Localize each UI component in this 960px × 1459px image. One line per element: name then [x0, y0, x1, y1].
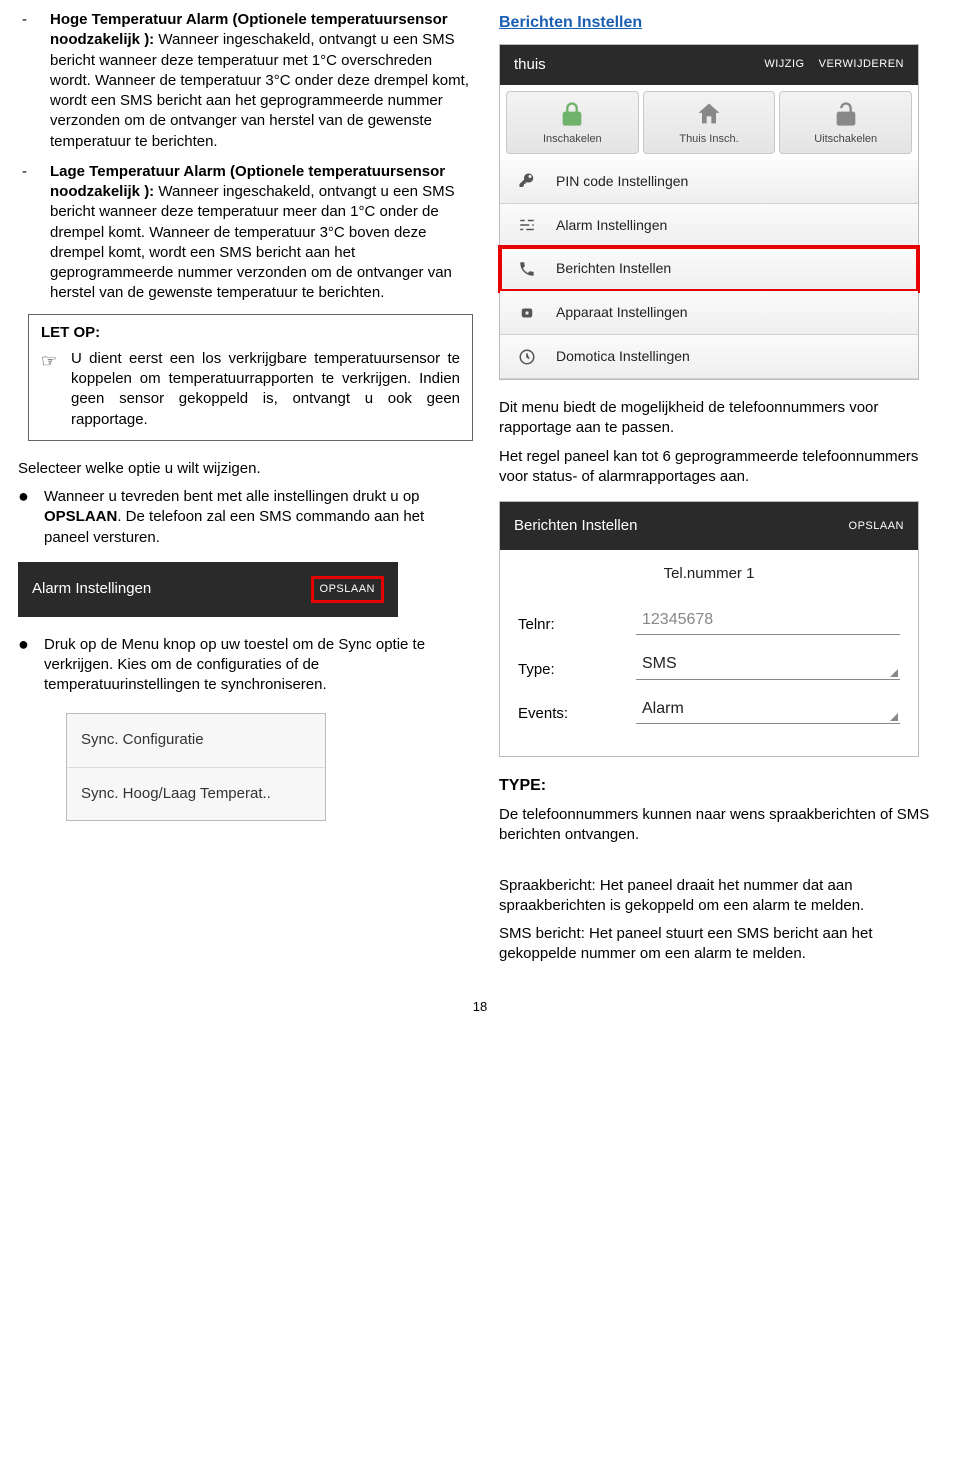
dropdown-icon [890, 669, 898, 677]
home-icon [695, 100, 723, 128]
sms-para: SMS bericht: Het paneel stuurt een SMS b… [499, 924, 942, 965]
alarm-instellingen-bar: Alarm Instellingen OPSLAAN [18, 562, 398, 617]
phone-icon [512, 260, 542, 278]
arm-buttons-row: Inschakelen Thuis Insch. Uitschakelen [500, 85, 918, 160]
header-title: thuis [514, 55, 546, 75]
left-column: - Hoge Temperatuur Alarm (Optionele temp… [18, 10, 473, 973]
lage-body: Wanneer ingeschakeld, ontvangt u een SMS… [50, 183, 455, 301]
key-icon [512, 172, 542, 190]
domotica-label: Domotica Instellingen [556, 347, 690, 366]
events-field: Events: Alarm [518, 698, 900, 725]
type-para: De telefoonnummers kunnen naar wens spra… [499, 805, 942, 846]
berichten-instellen-card: Berichten Instellen OPSLAAN Tel.nummer 1… [499, 501, 919, 757]
alarm-row[interactable]: Alarm Instellingen [500, 204, 918, 248]
sync-temp-row[interactable]: Sync. Hoog/Laag Temperat.. [67, 768, 325, 820]
hand-icon: ☞ [41, 349, 71, 430]
sync-popup: Sync. Configuratie Sync. Hoog/Laag Tempe… [66, 713, 326, 821]
thuis-insch-button[interactable]: Thuis Insch. [643, 91, 776, 154]
letop-text: U dient eerst een los verkrijgbare tempe… [71, 349, 460, 430]
pin-row[interactable]: PIN code Instellingen [500, 160, 918, 204]
section-title: Berichten Instellen [499, 12, 942, 34]
tevreden-b: OPSLAAN [44, 508, 117, 525]
apparaat-label: Apparaat Instellingen [556, 303, 688, 322]
right-p1: Dit menu biedt de mogelijkheid de telefo… [499, 398, 942, 439]
btn3-label: Uitschakelen [814, 133, 877, 145]
dash: - [18, 162, 50, 304]
type-field: Type: SMS [518, 653, 900, 680]
bullet-icon: ● [18, 487, 44, 548]
clock-icon [512, 348, 542, 366]
telnr-input[interactable]: 12345678 [636, 609, 900, 636]
uitschakelen-button[interactable]: Uitschakelen [779, 91, 912, 154]
verwijderen-button[interactable]: VERWIJDEREN [819, 57, 904, 72]
bi-opslaan-button[interactable]: OPSLAAN [849, 519, 904, 534]
plug-icon [512, 304, 542, 322]
type-heading: TYPE: [499, 775, 942, 797]
type-label: Type: [518, 660, 608, 680]
opslaan-button-highlighted[interactable]: OPSLAAN [311, 576, 384, 603]
dropdown-icon [890, 713, 898, 721]
domotica-row[interactable]: Domotica Instellingen [500, 335, 918, 379]
events-label: Events: [518, 704, 608, 724]
app-header: thuis WIJZIG VERWIJDEREN [500, 45, 918, 85]
sync-config-row[interactable]: Sync. Configuratie [67, 714, 325, 767]
item-menu-sync: ● Druk op de Menu knop op uw toestel om … [18, 635, 473, 696]
dash: - [18, 10, 50, 152]
bi-title: Berichten Instellen [514, 516, 637, 536]
tevreden-a: Wanneer u tevreden bent met alle instell… [44, 488, 420, 505]
alarm-bar-title: Alarm Instellingen [32, 579, 151, 599]
berichten-label: Berichten Instellen [556, 259, 671, 278]
right-p2: Het regel paneel kan tot 6 geprogrammeer… [499, 447, 942, 488]
btn2-label: Thuis Insch. [679, 133, 738, 145]
app-screenshot-card: thuis WIJZIG VERWIJDEREN Inschakelen Thu… [499, 44, 919, 381]
events-select[interactable]: Alarm [636, 698, 900, 725]
type-select[interactable]: SMS [636, 653, 900, 680]
wijzig-button[interactable]: WIJZIG [764, 57, 804, 72]
letop-box: LET OP: ☞ U dient eerst een los verkrijg… [28, 314, 473, 441]
bi-subtitle: Tel.nummer 1 [518, 564, 900, 584]
pin-label: PIN code Instellingen [556, 172, 688, 191]
spraak-para: Spraakbericht: Het paneel draait het num… [499, 876, 942, 917]
item-hoge-temp: - Hoge Temperatuur Alarm (Optionele temp… [18, 10, 473, 152]
sliders-icon [512, 216, 542, 234]
berichten-row-highlighted[interactable]: Berichten Instellen [500, 247, 918, 291]
item-tevreden: ● Wanneer u tevreden bent met alle inste… [18, 487, 473, 548]
menu-sync-text: Druk op de Menu knop op uw toestel om de… [44, 635, 473, 696]
telnr-label: Telnr: [518, 615, 608, 635]
letop-title: LET OP: [41, 323, 460, 343]
telnr-field: Telnr: 12345678 [518, 609, 900, 636]
settings-list: PIN code Instellingen Alarm Instellingen… [500, 160, 918, 379]
btn1-label: Inschakelen [543, 133, 602, 145]
bullet-icon: ● [18, 635, 44, 696]
hoge-body: Wanneer ingeschakeld, ontvangt u een SMS… [50, 31, 469, 149]
lock-closed-icon [558, 100, 586, 128]
apparaat-row[interactable]: Apparaat Instellingen [500, 291, 918, 335]
alarm-label: Alarm Instellingen [556, 216, 667, 235]
item-lage-temp: - Lage Temperatuur Alarm (Optionele temp… [18, 162, 473, 304]
page-number: 18 [0, 998, 960, 1024]
inschakelen-button[interactable]: Inschakelen [506, 91, 639, 154]
right-column: Berichten Instellen thuis WIJZIG VERWIJD… [499, 10, 942, 973]
bi-header: Berichten Instellen OPSLAAN [500, 502, 918, 550]
lock-open-icon [832, 100, 860, 128]
select-line: Selecteer welke optie u wilt wijzigen. [18, 459, 473, 479]
